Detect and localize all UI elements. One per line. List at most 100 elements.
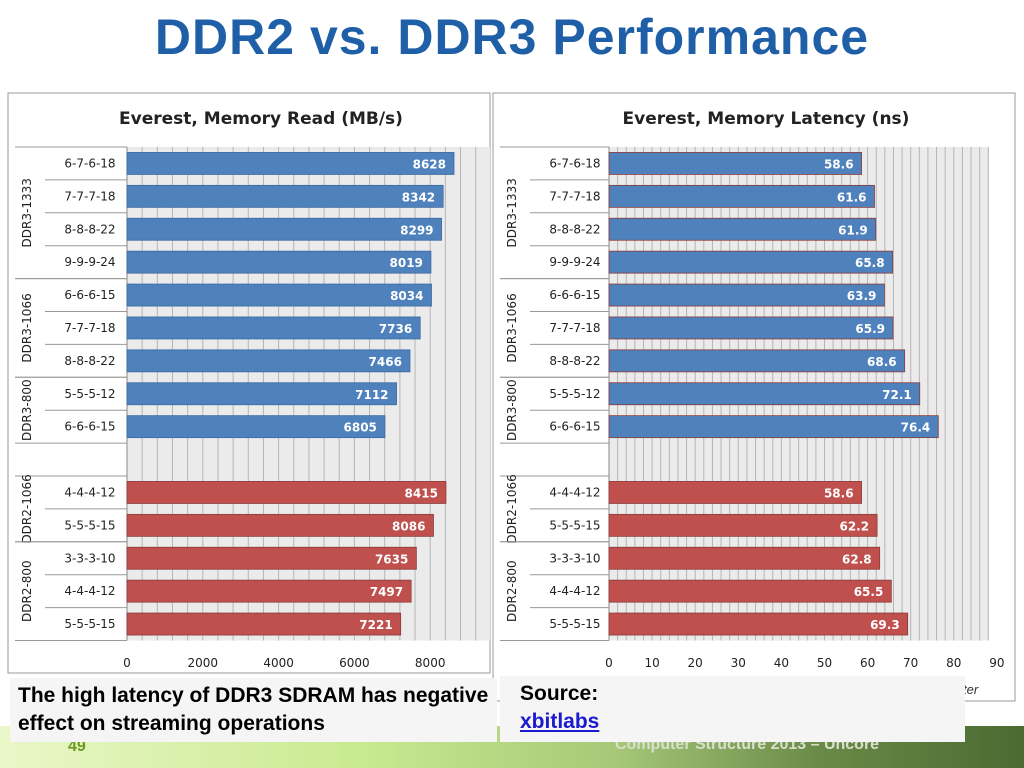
data-label: 76.4: [901, 421, 931, 435]
x-tick-label: 60: [860, 656, 875, 670]
data-label: 62.8: [842, 552, 872, 566]
bar: [126, 152, 455, 175]
page-number: 49: [68, 738, 86, 755]
data-label: 63.9: [847, 289, 877, 303]
data-label: 7497: [370, 585, 403, 599]
bar: [126, 184, 444, 208]
bar: [126, 217, 442, 241]
bar: [608, 283, 885, 307]
category-label: 6-7-6-18: [549, 156, 600, 170]
data-label: 65.8: [855, 256, 885, 270]
category-label: 4-4-4-12: [549, 485, 600, 499]
data-label: 8034: [390, 289, 423, 303]
x-tick-label: 0: [605, 656, 613, 670]
bar: [608, 316, 894, 340]
note-text: The high latency of DDR3 SDRAM has negat…: [10, 678, 497, 742]
bar: [126, 579, 412, 603]
x-tick-label: 50: [817, 656, 832, 670]
group-label: DDR2-800: [20, 560, 34, 622]
data-label: 7635: [375, 552, 408, 566]
source-box: Source: xbitlabs: [500, 676, 965, 742]
data-label: 8019: [390, 256, 423, 270]
bar: [126, 415, 386, 439]
data-label: 8086: [392, 519, 425, 533]
category-label: 7-7-7-18: [64, 189, 115, 203]
bar: [608, 217, 877, 241]
source-link[interactable]: xbitlabs: [520, 710, 600, 733]
bar: [608, 579, 892, 603]
bar: [608, 349, 906, 373]
chart-title: Everest, Memory Latency (ns): [623, 109, 910, 129]
x-tick-label: 2000: [188, 656, 219, 670]
bar: [126, 283, 432, 307]
category-label: 5-5-5-15: [64, 617, 115, 631]
category-label: 6-6-6-15: [64, 288, 115, 302]
bar: [126, 382, 397, 406]
category-label: 6-6-6-15: [549, 420, 600, 434]
data-label: 61.6: [837, 190, 867, 204]
category-label: 7-7-7-18: [64, 321, 115, 335]
bar: [608, 382, 921, 406]
category-label: 5-5-5-15: [64, 518, 115, 532]
data-label: 8415: [405, 486, 438, 500]
group-label: DDR3-800: [20, 379, 34, 441]
category-label: 4-4-4-12: [549, 584, 600, 598]
data-label: 62.2: [839, 519, 869, 533]
data-label: 65.9: [855, 322, 885, 336]
data-label: 7466: [369, 355, 402, 369]
data-label: 61.9: [838, 223, 868, 237]
category-label: 5-5-5-15: [549, 518, 600, 532]
bar: [126, 250, 432, 274]
data-label: 8299: [400, 223, 433, 237]
x-tick-label: 40: [774, 656, 789, 670]
x-tick-label: 6000: [339, 656, 370, 670]
bar: [608, 250, 893, 274]
category-label: 8-8-8-22: [64, 354, 115, 368]
category-label: 4-4-4-12: [64, 485, 115, 499]
x-tick-label: 4000: [263, 656, 294, 670]
bar: [126, 481, 447, 504]
data-label: 8628: [413, 157, 446, 171]
category-label: 6-6-6-15: [549, 288, 600, 302]
data-label: 6805: [344, 421, 377, 435]
chart-title: Everest, Memory Read (MB/s): [119, 109, 403, 129]
x-tick-label: 8000: [415, 656, 446, 670]
category-label: 4-4-4-12: [64, 584, 115, 598]
x-tick-label: 80: [946, 656, 961, 670]
bar: [608, 184, 875, 208]
data-label: 68.6: [867, 355, 897, 369]
category-label: 8-8-8-22: [64, 222, 115, 236]
group-label: DDR3-1333: [505, 178, 519, 247]
x-tick-label: 70: [903, 656, 918, 670]
group-label: DDR3-1066: [505, 293, 519, 362]
data-label: 7221: [359, 618, 392, 632]
bar: [126, 349, 411, 373]
group-label: DDR3-1333: [20, 178, 34, 247]
category-label: 5-5-5-12: [64, 387, 115, 401]
data-label: 58.6: [824, 157, 854, 171]
category-label: 9-9-9-24: [64, 255, 115, 269]
data-label: 69.3: [870, 618, 900, 632]
category-label: 7-7-7-18: [549, 189, 600, 203]
data-label: 58.6: [824, 486, 854, 500]
group-label: DDR2-1066: [505, 474, 519, 543]
data-label: 7112: [355, 388, 388, 402]
category-label: 5-5-5-15: [549, 617, 600, 631]
bar: [608, 415, 939, 439]
category-label: 3-3-3-10: [64, 551, 115, 565]
data-label: 65.5: [854, 585, 884, 599]
data-label: 8342: [402, 190, 435, 204]
category-label: 8-8-8-22: [549, 222, 600, 236]
group-label: DDR3-800: [505, 379, 519, 441]
x-tick-label: 0: [123, 656, 131, 670]
partial-chart-text: ter: [963, 682, 979, 697]
bar: [608, 546, 881, 570]
data-label: 7736: [379, 322, 412, 336]
bar: [126, 546, 417, 570]
bar: [126, 612, 402, 636]
group-label: DDR2-1066: [20, 474, 34, 543]
bar: [608, 152, 862, 175]
category-label: 3-3-3-10: [549, 551, 600, 565]
x-tick-label: 90: [989, 656, 1004, 670]
source-label: Source:: [520, 682, 599, 705]
